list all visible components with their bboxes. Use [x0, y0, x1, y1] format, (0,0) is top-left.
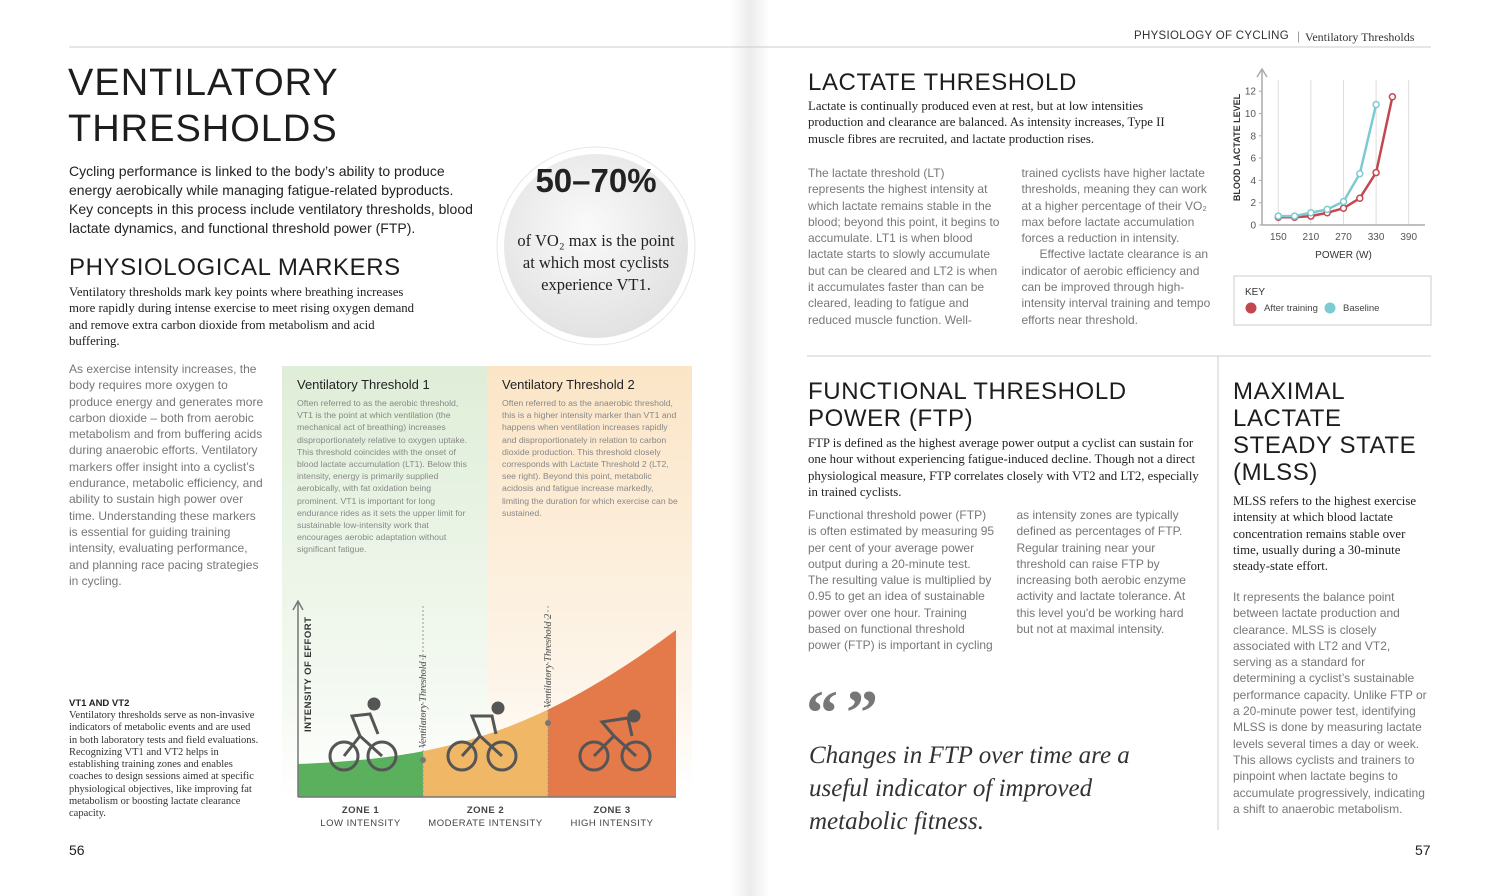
threshold-label: Ventilatory Threshold 2: [543, 613, 554, 708]
header-section: PHYSIOLOGY OF CYCLING: [1134, 30, 1289, 42]
header-topic: Ventilatory Thresholds: [1305, 30, 1415, 44]
threshold-label: Ventilatory Threshold 1: [418, 653, 429, 748]
vt1-title: Ventilatory Threshold 1: [297, 377, 430, 392]
zone-name: ZONE 1: [341, 805, 380, 816]
body-text: Functional threshold power (FTP) is ofte…: [808, 507, 1203, 654]
cyclist-2: [446, 701, 518, 772]
y-arrow: [292, 599, 304, 611]
zone-name: ZONE 3: [593, 805, 631, 816]
zone-diagram: [282, 366, 692, 798]
paragraph: Functional threshold power (FTP) is ofte…: [808, 508, 1186, 653]
pull-quote: Changes in FTP over time are a useful in…: [809, 742, 1130, 835]
callout-disc: [504, 154, 688, 338]
body-text: The lactate threshold (LT) represents th…: [808, 165, 1213, 328]
vt1-point: [420, 757, 426, 763]
sidebar-text: Ventilatory thresholds serve as non-inva…: [69, 710, 259, 820]
lead: FTP is defined as the highest average po…: [808, 436, 1199, 499]
sidebar-title: VT1 AND VT2: [69, 698, 130, 709]
diagram-y-label: INTENSITY OF EFFORT: [303, 616, 314, 732]
header-sep: |: [1297, 29, 1301, 43]
legend-box: [1233, 275, 1432, 326]
section-title: MAXIMAL LACTATE STEADY STATE (MLSS): [1233, 378, 1417, 486]
intro: Cycling performance is linked to the bod…: [69, 163, 473, 236]
section-title: FUNCTIONAL THRESHOLD POWER (FTP): [808, 378, 1127, 432]
zone-name: ZONE 2: [466, 805, 505, 816]
cyclist-1: [328, 697, 398, 772]
vt1-panel: [282, 366, 487, 797]
page-title: VENTILATORY THRESHOLDS: [68, 62, 339, 150]
quote-marks: “ ”: [806, 677, 878, 748]
paragraph: The lactate threshold (LT) represents th…: [808, 166, 1207, 327]
lead: Ventilatory thresholds mark key points w…: [69, 285, 415, 348]
callout-text: of VO₂ max is the point at which most cy…: [517, 231, 675, 294]
zone-label: LOW INTENSITY: [320, 818, 401, 829]
zone-label: HIGH INTENSITY: [570, 818, 654, 829]
body-text: As exercise intensity increases, the bod…: [69, 362, 264, 588]
page-number: 57: [1415, 842, 1431, 858]
lead: MLSS refers to the highest exercise inte…: [1233, 494, 1417, 574]
page-number: 56: [69, 842, 85, 858]
vt2-text: Often referred to as the anaerobic thres…: [502, 398, 678, 518]
vt1-text: Often referred to as the aerobic thresho…: [297, 398, 467, 555]
callout-stat: 50–70%: [535, 162, 657, 199]
lead: Lactate is continually produced even at …: [808, 99, 1165, 146]
section-title: LACTATE THRESHOLD: [808, 69, 1077, 96]
vt2-point: [545, 720, 551, 726]
fold-shadow: [730, 0, 770, 896]
paragraph: Effective lactate clearance is an indica…: [1021, 247, 1211, 327]
cyclist-3: [578, 709, 652, 772]
zone-label: MODERATE INTENSITY: [428, 818, 543, 829]
body-text: It represents the balance point between …: [1233, 590, 1427, 816]
vt2-title: Ventilatory Threshold 2: [502, 377, 635, 392]
section-title: PHYSIOLOGICAL MARKERS: [69, 254, 401, 281]
